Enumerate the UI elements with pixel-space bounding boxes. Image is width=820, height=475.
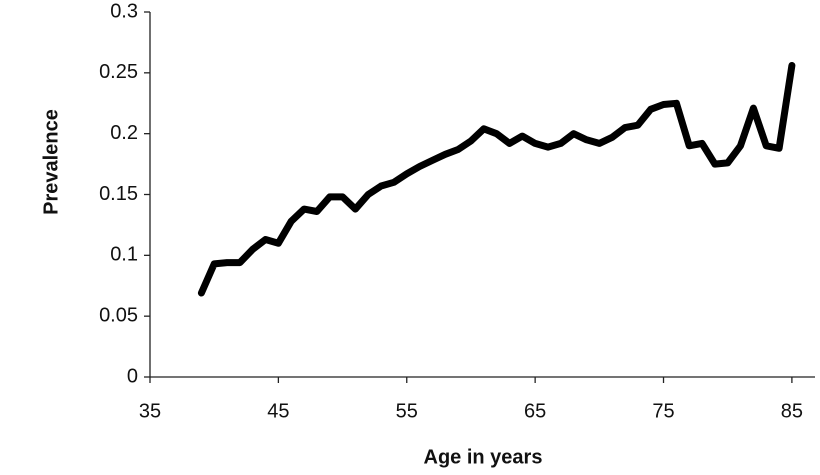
x-tick-label: 45 bbox=[267, 400, 289, 422]
y-tick-label: 0.3 bbox=[110, 0, 138, 22]
x-tick-label: 55 bbox=[396, 400, 418, 422]
data-line bbox=[197, 62, 796, 297]
y-tick-label: 0.2 bbox=[110, 122, 138, 144]
y-tick-label: 0.1 bbox=[110, 244, 138, 266]
x-tick-label: 85 bbox=[781, 400, 803, 422]
x-axis-label: Age in years bbox=[424, 446, 543, 468]
y-axis-label: Prevalence bbox=[40, 109, 62, 215]
y-tick-label: 0.15 bbox=[99, 183, 138, 205]
y-tick-label: 0.05 bbox=[99, 304, 138, 326]
x-tick-label: 65 bbox=[524, 400, 546, 422]
x-tick-label: 75 bbox=[652, 400, 674, 422]
x-tick-label: 35 bbox=[139, 400, 161, 422]
y-tick-label: 0 bbox=[127, 365, 138, 387]
y-tick-label: 0.25 bbox=[99, 61, 138, 83]
